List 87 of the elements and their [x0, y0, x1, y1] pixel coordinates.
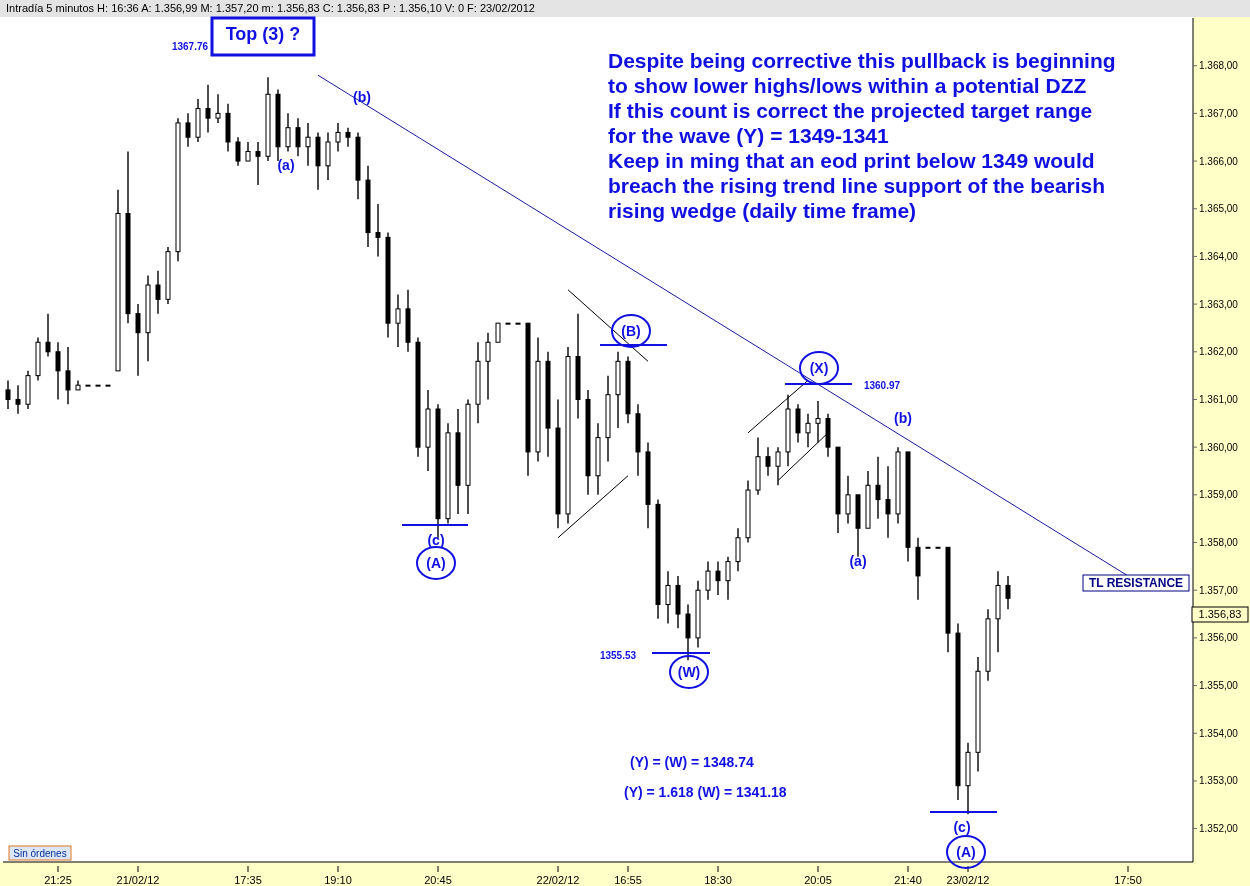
x-tick-label: 23/02/12 — [946, 874, 990, 886]
annotation: (B) — [621, 323, 641, 339]
candlestick — [295, 117, 301, 157]
candlestick — [235, 136, 241, 167]
y-tick-label: 1.354,00 — [1199, 727, 1239, 739]
candlestick — [345, 126, 351, 148]
y-tick-label: 1.362,00 — [1199, 346, 1239, 358]
annotation: (a) — [277, 157, 295, 173]
text: Intradía 5 minutos H: 16:36 A: 1.356,99 M: 1.357,20 m: 1.356,83 C: 1.356,83 P : 1.356,10 V: 0 F: 23/02/2012 — [6, 2, 535, 14]
annotation: Sin órdenes — [13, 848, 67, 859]
candlestick — [205, 84, 211, 134]
annotation: (A) — [426, 555, 446, 571]
y-tick-label: 1.353,00 — [1199, 775, 1239, 787]
annotation: (c) — [953, 819, 971, 835]
candlestick — [875, 455, 881, 520]
x-tick-label: 21/02/12 — [116, 874, 160, 886]
candlestick — [765, 446, 771, 477]
text: 1.356,83 — [1198, 608, 1242, 620]
candlestick — [155, 270, 161, 315]
candlestick — [1005, 575, 1011, 610]
annotation: 1360.97 — [863, 380, 901, 391]
y-tick-label: 1.356,00 — [1199, 632, 1239, 644]
candlestick — [55, 341, 61, 401]
annotation: (W) — [677, 664, 701, 680]
y-tick-label: 1.365,00 — [1199, 203, 1239, 215]
annotation: (A) — [956, 844, 976, 860]
candlestick — [805, 413, 811, 448]
x-tick-label: 20:45 — [424, 874, 452, 886]
candlestick — [495, 322, 501, 343]
y-tick-label: 1.355,00 — [1199, 680, 1239, 692]
x-tick-label: 17:35 — [234, 874, 262, 886]
candlestick — [335, 122, 341, 153]
candlestick — [705, 560, 711, 601]
x-tick-label: 19:10 — [324, 874, 352, 886]
candlestick — [725, 556, 731, 601]
candlestick — [685, 603, 691, 661]
x-tick-label: 17:50 — [1114, 874, 1142, 886]
y-tick-label: 1.364,00 — [1199, 250, 1239, 262]
candlestick — [325, 131, 331, 181]
annotation: Top (3) ? — [225, 24, 301, 44]
candlestick — [245, 141, 251, 162]
y-tick-label: 1.368,00 — [1199, 60, 1239, 72]
x-tick-label: 21:40 — [894, 874, 922, 886]
candlestick — [885, 465, 891, 539]
candlestick — [135, 303, 141, 377]
annotation: (Y) = 1.618 (W) = 1341.18 — [624, 784, 787, 800]
annotation: (c) — [427, 532, 445, 548]
x-tick-label: 16:55 — [614, 874, 642, 886]
candlestick — [45, 312, 51, 358]
annotation: (b) — [894, 410, 912, 426]
y-tick-label: 1.352,00 — [1199, 823, 1239, 835]
annotation: (a) — [849, 553, 867, 569]
candlestick — [845, 475, 851, 525]
x-tick-label: 20:05 — [804, 874, 832, 886]
x-tick-label: 18:30 — [704, 874, 732, 886]
y-tick-label: 1.367,00 — [1199, 107, 1239, 119]
y-tick-label: 1.360,00 — [1199, 441, 1239, 453]
candlestick — [305, 122, 311, 167]
annotation: Despite being corrective this pullback is beginning to show lower highs/lows within a potential DZZ If this count is correct the projected target range for the wave (Y) = 1349-1341 Keep in ming that an eod print below 1349 would breach the rising trend line support of the bearish rising wedge (daily time frame) — [608, 49, 1116, 222]
candlestick — [795, 403, 801, 444]
candlestick — [715, 560, 721, 596]
annotation: (Y) = (W) = 1348.74 — [630, 754, 754, 770]
annotation: (X) — [809, 360, 829, 376]
y-tick-label: 1.357,00 — [1199, 584, 1239, 596]
annotation: (b) — [353, 89, 371, 105]
y-tick-label: 1.359,00 — [1199, 489, 1239, 501]
y-tick-label: 1.363,00 — [1199, 298, 1239, 310]
candlestick — [215, 93, 221, 124]
candlestick — [395, 293, 401, 348]
annotation: TL RESISTANCE — [1088, 576, 1184, 590]
candlestick — [735, 527, 741, 572]
candlestick — [65, 346, 71, 405]
y-tick-label: 1.366,00 — [1199, 155, 1239, 167]
x-tick-label: 21:25 — [44, 874, 72, 886]
candlestick — [485, 332, 491, 401]
x-tick-label: 22/02/12 — [536, 874, 580, 886]
candlestick — [185, 112, 191, 148]
y-tick-label: 1.361,00 — [1199, 394, 1239, 406]
y-tick-label: 1.358,00 — [1199, 537, 1239, 549]
candlestick — [15, 384, 21, 415]
candlestick — [665, 570, 671, 625]
annotation: 1355.53 — [599, 650, 637, 661]
annotation: 1367.76 — [171, 41, 209, 52]
candlestick — [255, 141, 261, 186]
candlestick — [285, 112, 291, 153]
candlestick — [5, 379, 11, 410]
candlestick — [375, 203, 381, 258]
